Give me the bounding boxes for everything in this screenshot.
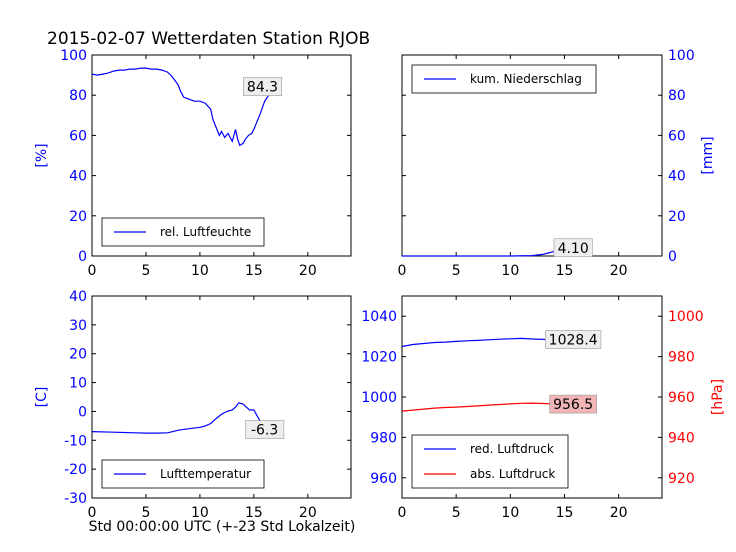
x-tick-label: 10 xyxy=(191,263,209,279)
bottom-xlabel: Std 00:00:00 UTC (+-23 Std Lokalzeit) xyxy=(89,519,356,535)
y-axis-label: [mm] xyxy=(700,136,716,174)
panel-top-right: 0 5 10 15 20 0 20 40 60 80 100 [mm] 4.10 kum. Nieders… xyxy=(398,48,716,279)
value-annotation-box xyxy=(243,77,283,96)
y-right-tick-label: 940 xyxy=(668,430,695,446)
y-tick-label: 40 xyxy=(69,289,87,305)
value-annotation: 956.5 xyxy=(553,397,593,413)
y-tick-label: 0 xyxy=(78,249,87,265)
y-tick-label: 20 xyxy=(668,209,686,225)
y-tick-label: 20 xyxy=(69,209,87,225)
y-tick-label: 80 xyxy=(668,88,686,104)
x-tick-label: 5 xyxy=(141,505,150,521)
y-tick-label: 40 xyxy=(69,169,87,185)
legend-box xyxy=(101,217,265,247)
legend-label: abs. Luftdruck xyxy=(470,467,555,481)
y-tick-label: 30 xyxy=(69,318,87,334)
y-tick-label: 960 xyxy=(370,471,397,487)
legend-label: red. Luftdruck xyxy=(470,442,554,456)
y-tick-label: 60 xyxy=(668,128,686,144)
y-tick-label: 1000 xyxy=(361,390,397,406)
y-right-tick-label: 980 xyxy=(668,350,695,366)
value-annotation-box xyxy=(245,420,285,439)
x-tick-label: 20 xyxy=(610,263,628,279)
y-tick-label: 20 xyxy=(69,347,87,363)
panel-top-left: 0 5 10 15 20 0 20 40 60 80 100 [%] 84.3 rel. Luftfeuc… xyxy=(34,48,352,279)
plot-frame xyxy=(91,295,352,499)
value-annotation-box xyxy=(549,394,597,414)
x-tick-label: 0 xyxy=(398,505,407,521)
y-tick-label: -30 xyxy=(64,491,87,507)
legend-label: Lufttemperatur xyxy=(160,467,251,481)
legend-box xyxy=(411,434,569,489)
y-right-axis-label: [hPa] xyxy=(710,379,726,415)
x-tick-label: 15 xyxy=(245,263,263,279)
panel-bottom-left: 0 5 10 15 20 -30 -20 -10 0 10 20 30 40 [C] -6.3 Lufttem… xyxy=(34,289,352,521)
y-right-tick-label: 960 xyxy=(668,390,695,406)
value-annotation: 1028.4 xyxy=(549,333,598,349)
x-tick-label: 0 xyxy=(398,263,407,279)
legend-label: kum. Niederschlag xyxy=(470,72,582,86)
x-tick-label: 15 xyxy=(556,505,574,521)
series-line xyxy=(91,402,261,434)
value-annotation: 84.3 xyxy=(247,80,278,96)
y-tick-label: 80 xyxy=(69,88,87,104)
y-tick-label: 60 xyxy=(69,128,87,144)
value-annotation-box xyxy=(545,330,602,349)
value-annotation: 4.10 xyxy=(558,241,589,257)
value-annotation: -6.3 xyxy=(251,423,278,439)
legend-label: rel. Luftfeuchte xyxy=(160,225,251,239)
y-tick-label: 100 xyxy=(668,48,695,64)
x-tick-label: 10 xyxy=(501,263,519,279)
y-tick-label: -20 xyxy=(64,462,87,478)
x-tick-label: 5 xyxy=(452,263,461,279)
y-tick-label: -10 xyxy=(64,433,87,449)
y-tick-label: 40 xyxy=(668,169,686,185)
y-tick-label: 100 xyxy=(60,48,87,64)
x-tick-label: 20 xyxy=(610,505,628,521)
x-tick-label: 15 xyxy=(245,505,263,521)
y-tick-label: 1040 xyxy=(361,309,397,325)
chart-title: 2015-02-07 Wetterdaten Station RJOB xyxy=(47,29,370,49)
value-annotation-box xyxy=(553,238,593,258)
panel-bottom-right: 0 5 10 15 20 960 980 1000 1020 1040 920 940 960 980 10… xyxy=(361,295,726,521)
y-right-tick-label: 920 xyxy=(668,471,695,487)
x-tick-label: 20 xyxy=(299,263,317,279)
x-tick-label: 5 xyxy=(452,505,461,521)
x-tick-label: 5 xyxy=(141,263,150,279)
y-tick-label: 10 xyxy=(69,376,87,392)
y-right-tick-label: 1000 xyxy=(668,309,704,325)
y-tick-label: 1020 xyxy=(361,350,397,366)
x-tick-label: 10 xyxy=(501,505,519,521)
x-tick-label: 15 xyxy=(556,263,574,279)
x-tick-label: 0 xyxy=(88,263,97,279)
series-line xyxy=(91,67,280,147)
y-tick-label: 0 xyxy=(78,404,87,420)
x-tick-label: 0 xyxy=(88,505,97,521)
y-tick-label: 0 xyxy=(668,249,677,265)
plot-frame xyxy=(91,54,352,257)
y-axis-label: [%] xyxy=(34,143,50,167)
x-tick-label: 20 xyxy=(299,505,317,521)
y-tick-label: 980 xyxy=(370,430,397,446)
x-tick-label: 10 xyxy=(191,505,209,521)
y-axis-label: [C] xyxy=(34,387,50,408)
